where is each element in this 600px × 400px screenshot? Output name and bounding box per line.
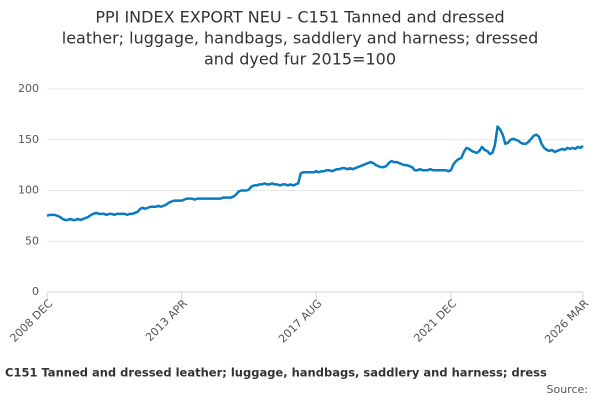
chart-title: PPI INDEX EXPORT NEU - C151 Tanned and d…	[95, 8, 504, 27]
x-tick-label: 2026 MAR	[542, 297, 591, 346]
chart-title: leather; luggage, handbags, saddlery and…	[62, 29, 538, 48]
y-tick-label: 150	[18, 133, 39, 146]
line-series	[46, 125, 584, 222]
x-tick-label: 2013 APR	[143, 297, 190, 344]
y-tick-label: 50	[25, 234, 39, 247]
x-tick-label: 2021 DEC	[411, 297, 459, 345]
chart-title: and dyed fur 2015=100	[204, 50, 396, 69]
x-tick-label: 2008 DEC	[7, 297, 55, 345]
source: Source:	[547, 383, 589, 396]
y-tick-label: 100	[18, 184, 39, 197]
y-tick-label: 0	[32, 285, 39, 298]
legend-entry: C151 Tanned and dressed leather; luggage…	[5, 366, 547, 380]
y-tick-label: 200	[18, 82, 39, 95]
x-tick-label: 2017 AUG	[276, 297, 325, 346]
